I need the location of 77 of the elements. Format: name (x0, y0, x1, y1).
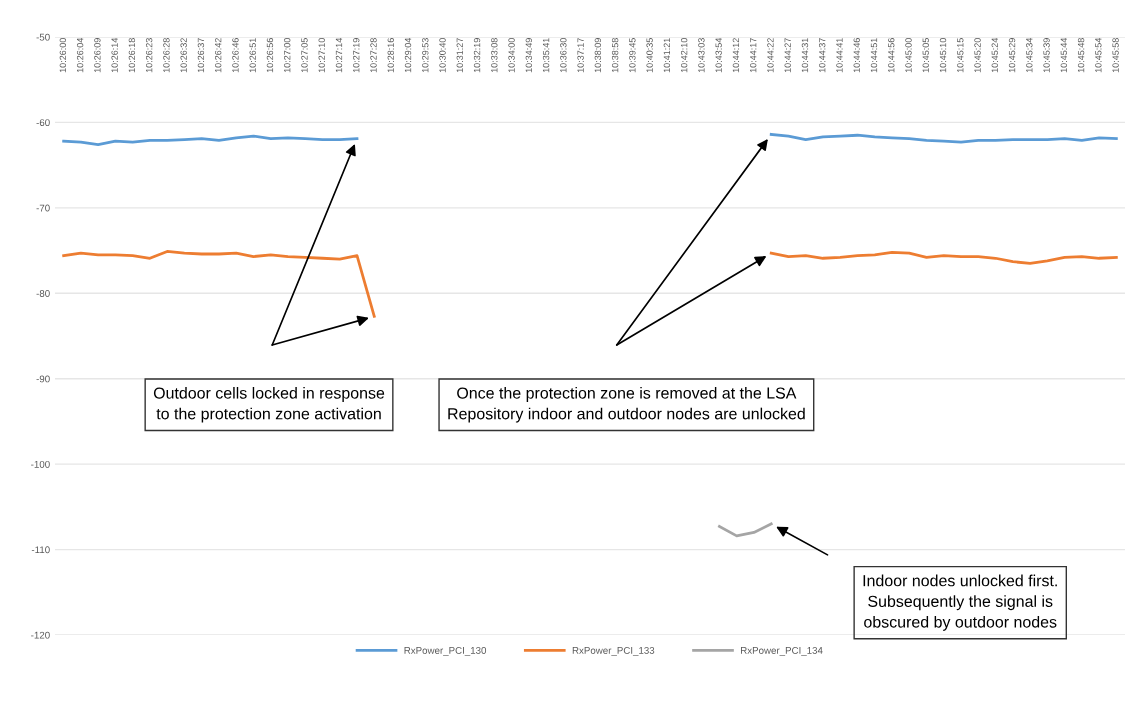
x-tick-label: 10:29:04 (404, 37, 412, 73)
x-tick-label: 10:27:19 (353, 38, 360, 73)
x-tick-label: 10:44:31 (801, 38, 809, 73)
x-tick-label: 10:45:15 (957, 38, 964, 73)
y-tick-label: -90 (36, 375, 50, 383)
x-tick-label: 10:37:17 (577, 38, 584, 73)
x-tick-label: 10:26:04 (76, 37, 84, 73)
x-tick-label: 10:45:54 (1095, 37, 1102, 73)
annotation: Indoor nodes unlocked first. Subsequently the signal is obscured by outdoor nodes (863, 574, 1057, 631)
x-tick-label: 10:45:00 (905, 38, 912, 73)
y-tick-label: -80 (36, 290, 50, 297)
x-tick-label: 10:26:18 (128, 38, 136, 73)
y-tick-label: -60 (36, 119, 50, 127)
x-tick-label: 10:26:28 (163, 38, 170, 73)
x-tick-label: 10:44:37 (819, 38, 826, 73)
x-tick-label: 10:27:00 (284, 38, 291, 73)
x-tick-label: 10:26:09 (94, 38, 101, 73)
x-tick-label: 10:26:42 (214, 38, 222, 73)
x-tick-label: 10:32:19 (473, 38, 481, 73)
x-tick-label: 10:30:40 (439, 38, 446, 73)
x-tick-label: 10:26:00 (59, 38, 67, 73)
x-tick-label: 10:27:14 (335, 37, 343, 73)
x-tick-label: 10:45:29 (1008, 38, 1016, 73)
x-tick-label: 10:44:41 (836, 38, 843, 73)
x-tick-label: 10:42:10 (680, 38, 688, 73)
x-tick-label: 10:27:10 (318, 38, 325, 73)
x-tick-label: 10:45:58 (1112, 38, 1119, 73)
x-tick-label: 10:34:49 (525, 38, 533, 73)
x-tick-label: 10:41:21 (663, 38, 671, 73)
y-tick-label: -70 (36, 204, 50, 212)
x-tick-label: 10:44:22 (767, 38, 774, 73)
y-tick-label: -120 (31, 631, 50, 639)
x-tick-label: 10:26:46 (232, 38, 239, 73)
line-series (718, 522, 773, 538)
x-tick-label: 10:45:10 (939, 38, 947, 73)
x-tick-label: 10:45:44 (1060, 37, 1068, 73)
x-tick-label: 10:44:56 (888, 38, 895, 73)
x-tick-label: 10:45:34 (1026, 37, 1033, 73)
x-tick-label: 10:39:45 (629, 38, 636, 73)
x-tick-label: 10:33:08 (491, 38, 498, 73)
annotation: Outdoor cells locked in response to the protection zone activation (153, 386, 385, 423)
x-tick-label: 10:45:24 (991, 37, 998, 73)
x-tick-label: 10:44:17 (749, 38, 757, 73)
x-tick-label: 10:45:20 (974, 38, 981, 73)
annotation: Once the protection zone is removed at the LSA Repository indoor and outdoor nodes are unlocked (448, 386, 805, 423)
x-tick-label: 10:26:32 (180, 38, 187, 73)
x-tick-label: 10:34:00 (508, 38, 515, 73)
x-tick-label: 10:44:12 (732, 38, 740, 73)
x-tick-label: 10:44:51 (870, 38, 878, 73)
x-tick-label: 10:45:48 (1077, 38, 1085, 73)
x-tick-label: 10:43:03 (698, 38, 705, 73)
x-tick-label: 10:26:23 (145, 38, 153, 73)
x-tick-label: 10:29:53 (422, 38, 429, 73)
x-tick-label: 10:28:16 (387, 38, 394, 73)
x-tick-label: 10:43:54 (715, 37, 722, 73)
x-tick-label: 10:26:37 (197, 38, 205, 73)
x-tick-label: 10:44:27 (784, 38, 791, 73)
x-tick-label: 10:45:05 (922, 38, 929, 73)
x-tick-label: 10:38:09 (594, 38, 602, 73)
x-tick-label: 10:27:28 (370, 38, 377, 73)
x-tick-label: 10:26:51 (249, 38, 256, 73)
y-tick-label: -50 (36, 33, 50, 41)
legend-label: RxPower_PCI_133 (572, 647, 655, 656)
x-tick-label: 10:36:30 (560, 38, 567, 73)
x-tick-label: 10:38:58 (611, 38, 619, 73)
y-tick-label: -110 (31, 546, 50, 554)
y-tick-label: -100 (31, 460, 50, 468)
x-tick-label: 10:35:41 (542, 38, 550, 73)
x-tick-label: 10:27:05 (301, 38, 308, 73)
x-tick-label: 10:45:39 (1043, 38, 1050, 73)
x-tick-label: 10:40:35 (646, 38, 653, 73)
x-tick-label: 10:26:56 (266, 38, 274, 73)
legend-label: RxPower_PCI_130 (404, 647, 487, 656)
x-tick-label: 10:26:14 (111, 37, 118, 73)
x-tick-label: 10:44:46 (853, 38, 860, 73)
x-tick-label: 10:31:27 (456, 38, 463, 73)
legend-label: RxPower_PCI_134 (741, 647, 823, 656)
